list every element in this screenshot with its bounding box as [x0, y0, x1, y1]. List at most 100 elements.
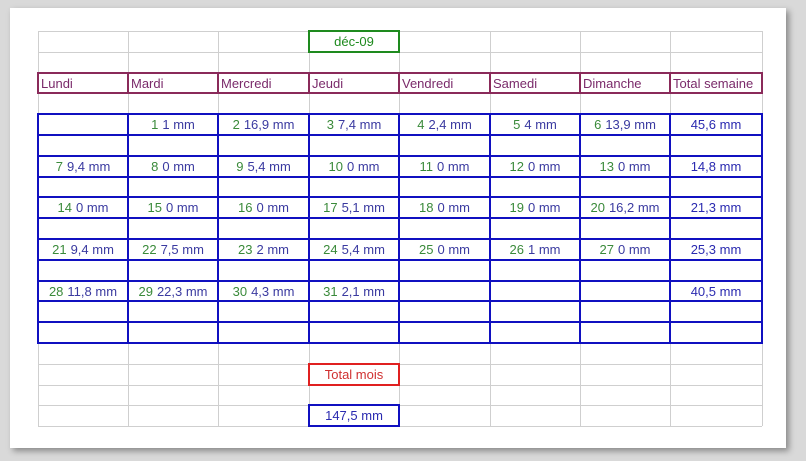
empty-cell[interactable]: [217, 134, 310, 157]
empty-cell[interactable]: [37, 113, 129, 136]
day-cell[interactable]: 27 0 mm: [579, 238, 671, 261]
day-cell[interactable]: 15 0 mm: [127, 196, 219, 219]
empty-cell[interactable]: [398, 217, 491, 240]
day-cell[interactable]: 17 5,1 mm: [308, 196, 400, 219]
empty-cell[interactable]: [217, 259, 310, 282]
day-number: 9: [236, 159, 244, 174]
empty-cell[interactable]: [489, 176, 581, 198]
day-cell[interactable]: 19 0 mm: [489, 196, 581, 219]
empty-cell[interactable]: [217, 300, 310, 323]
empty-cell[interactable]: [489, 280, 581, 302]
week-total[interactable]: 21,3 mm: [669, 196, 763, 219]
week-total[interactable]: 25,3 mm: [669, 238, 763, 261]
empty-cell[interactable]: [669, 176, 763, 198]
day-cell[interactable]: 26 1 mm: [489, 238, 581, 261]
empty-cell[interactable]: [217, 217, 310, 240]
day-cell[interactable]: 30 4,3 mm: [217, 280, 310, 302]
empty-cell[interactable]: [217, 321, 310, 344]
empty-cell[interactable]: [127, 300, 219, 323]
empty-cell[interactable]: [489, 134, 581, 157]
empty-cell[interactable]: [579, 217, 671, 240]
empty-cell[interactable]: [398, 134, 491, 157]
empty-cell[interactable]: [398, 300, 491, 323]
day-cell[interactable]: 6 13,9 mm: [579, 113, 671, 136]
empty-cell[interactable]: [127, 134, 219, 157]
total-month-label[interactable]: Total mois: [308, 363, 400, 386]
day-cell[interactable]: 29 22,3 mm: [127, 280, 219, 302]
empty-cell[interactable]: [489, 321, 581, 344]
empty-cell[interactable]: [669, 259, 763, 282]
empty-cell[interactable]: [308, 300, 400, 323]
empty-cell[interactable]: [37, 176, 129, 198]
empty-cell[interactable]: [669, 321, 763, 344]
header-mardi[interactable]: Mardi: [127, 72, 219, 94]
day-cell[interactable]: 16 0 mm: [217, 196, 310, 219]
empty-cell[interactable]: [489, 217, 581, 240]
empty-cell[interactable]: [579, 259, 671, 282]
empty-cell[interactable]: [37, 217, 129, 240]
day-cell[interactable]: 14 0 mm: [37, 196, 129, 219]
header-jeudi[interactable]: Jeudi: [308, 72, 400, 94]
empty-cell[interactable]: [489, 259, 581, 282]
empty-cell[interactable]: [579, 321, 671, 344]
day-cell[interactable]: 22 7,5 mm: [127, 238, 219, 261]
day-cell[interactable]: 20 16,2 mm: [579, 196, 671, 219]
empty-cell[interactable]: [579, 300, 671, 323]
empty-cell[interactable]: [669, 300, 763, 323]
empty-cell[interactable]: [308, 259, 400, 282]
day-cell[interactable]: 28 11,8 mm: [37, 280, 129, 302]
empty-cell[interactable]: [579, 134, 671, 157]
day-cell[interactable]: 9 5,4 mm: [217, 155, 310, 178]
day-cell[interactable]: 12 0 mm: [489, 155, 581, 178]
empty-cell[interactable]: [127, 176, 219, 198]
empty-cell[interactable]: [398, 259, 491, 282]
week-total[interactable]: 40,5 mm: [669, 280, 763, 302]
day-cell[interactable]: 24 5,4 mm: [308, 238, 400, 261]
empty-cell[interactable]: [37, 300, 129, 323]
day-cell[interactable]: 18 0 mm: [398, 196, 491, 219]
day-cell[interactable]: 21 9,4 mm: [37, 238, 129, 261]
empty-cell[interactable]: [489, 300, 581, 323]
day-cell[interactable]: 7 9,4 mm: [37, 155, 129, 178]
empty-cell[interactable]: [308, 217, 400, 240]
empty-cell[interactable]: [398, 280, 491, 302]
empty-cell[interactable]: [669, 217, 763, 240]
empty-cell[interactable]: [579, 176, 671, 198]
empty-cell[interactable]: [308, 176, 400, 198]
header-lundi[interactable]: Lundi: [37, 72, 129, 94]
empty-cell[interactable]: [37, 321, 129, 344]
day-cell[interactable]: 31 2,1 mm: [308, 280, 400, 302]
empty-cell[interactable]: [127, 259, 219, 282]
day-cell[interactable]: 13 0 mm: [579, 155, 671, 178]
day-cell[interactable]: 2 16,9 mm: [217, 113, 310, 136]
week-total[interactable]: 45,6 mm: [669, 113, 763, 136]
day-cell[interactable]: 23 2 mm: [217, 238, 310, 261]
empty-cell[interactable]: [127, 217, 219, 240]
empty-cell[interactable]: [37, 134, 129, 157]
day-cell[interactable]: 4 2,4 mm: [398, 113, 491, 136]
day-cell[interactable]: 11 0 mm: [398, 155, 491, 178]
empty-cell[interactable]: [127, 321, 219, 344]
header-total-semaine[interactable]: Total semaine: [669, 72, 763, 94]
day-cell[interactable]: 25 0 mm: [398, 238, 491, 261]
empty-cell[interactable]: [669, 134, 763, 157]
empty-cell[interactable]: [308, 134, 400, 157]
week-total[interactable]: 14,8 mm: [669, 155, 763, 178]
empty-cell[interactable]: [217, 176, 310, 198]
total-month-value[interactable]: 147,5 mm: [308, 404, 400, 427]
header-vendredi[interactable]: Vendredi: [398, 72, 491, 94]
empty-cell[interactable]: [579, 280, 671, 302]
header-samedi[interactable]: Samedi: [489, 72, 581, 94]
empty-cell[interactable]: [398, 176, 491, 198]
month-cell[interactable]: déc-09: [308, 30, 400, 53]
day-cell[interactable]: 10 0 mm: [308, 155, 400, 178]
header-dimanche[interactable]: Dimanche: [579, 72, 671, 94]
empty-cell[interactable]: [398, 321, 491, 344]
empty-cell[interactable]: [37, 259, 129, 282]
empty-cell[interactable]: [308, 321, 400, 344]
day-cell[interactable]: 3 7,4 mm: [308, 113, 400, 136]
header-mercredi[interactable]: Mercredi: [217, 72, 310, 94]
